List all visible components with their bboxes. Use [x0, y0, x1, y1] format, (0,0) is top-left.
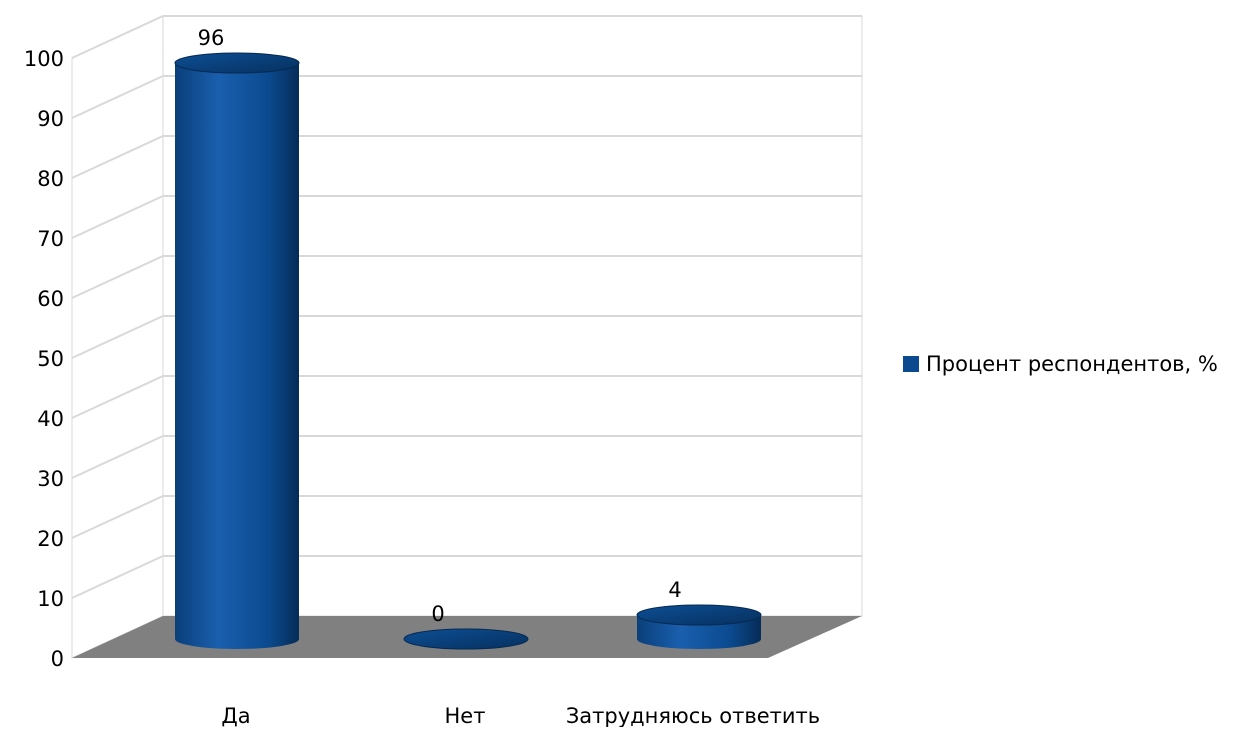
y-tick-label: 90 [37, 107, 64, 131]
gridline-side [71, 315, 164, 359]
x-tick-label: Нет [445, 704, 486, 727]
y-tick-label: 10 [37, 587, 64, 611]
y-tick-label: 40 [37, 407, 64, 431]
legend: Процент респондентов, % [903, 352, 1218, 376]
y-tick-label: 100 [24, 47, 64, 71]
y-tick-label: 50 [37, 347, 64, 371]
gridline-side [71, 195, 164, 239]
gridline-side [71, 435, 164, 479]
gridline-side [71, 495, 164, 539]
bar [174, 52, 300, 649]
gridline-side [71, 255, 164, 299]
bar-top [403, 628, 529, 650]
x-tick-label: Затрудняюсь ответить [566, 704, 820, 727]
y-tick-label: 0 [51, 647, 64, 671]
bar-bottom [637, 629, 761, 649]
data-label: 4 [668, 578, 681, 602]
marks-layer: 96 Да 0 Нет 4 Затрудняюсь ответить [174, 26, 820, 728]
gridline-side [71, 75, 164, 119]
gridline-side [71, 135, 164, 179]
bar-top [174, 52, 300, 74]
gridline-side [71, 15, 164, 59]
bar-top [636, 604, 762, 626]
bar [403, 628, 529, 650]
legend-label: Процент респондентов, % [926, 352, 1218, 376]
y-tick-label: 30 [37, 467, 64, 491]
y-tick-label: 20 [37, 527, 64, 551]
bar-body [175, 63, 299, 639]
y-tick-label: 80 [37, 167, 64, 191]
bar-bottom [175, 629, 299, 649]
legend-swatch [903, 356, 919, 372]
y-tick-label: 70 [37, 227, 64, 251]
data-label: 0 [431, 602, 444, 626]
bar [636, 604, 762, 649]
gridline-side [71, 555, 164, 599]
data-label: 96 [198, 26, 225, 50]
y-tick-label: 60 [37, 287, 64, 311]
gridline-side [71, 375, 164, 419]
x-tick-label: Да [221, 704, 250, 727]
